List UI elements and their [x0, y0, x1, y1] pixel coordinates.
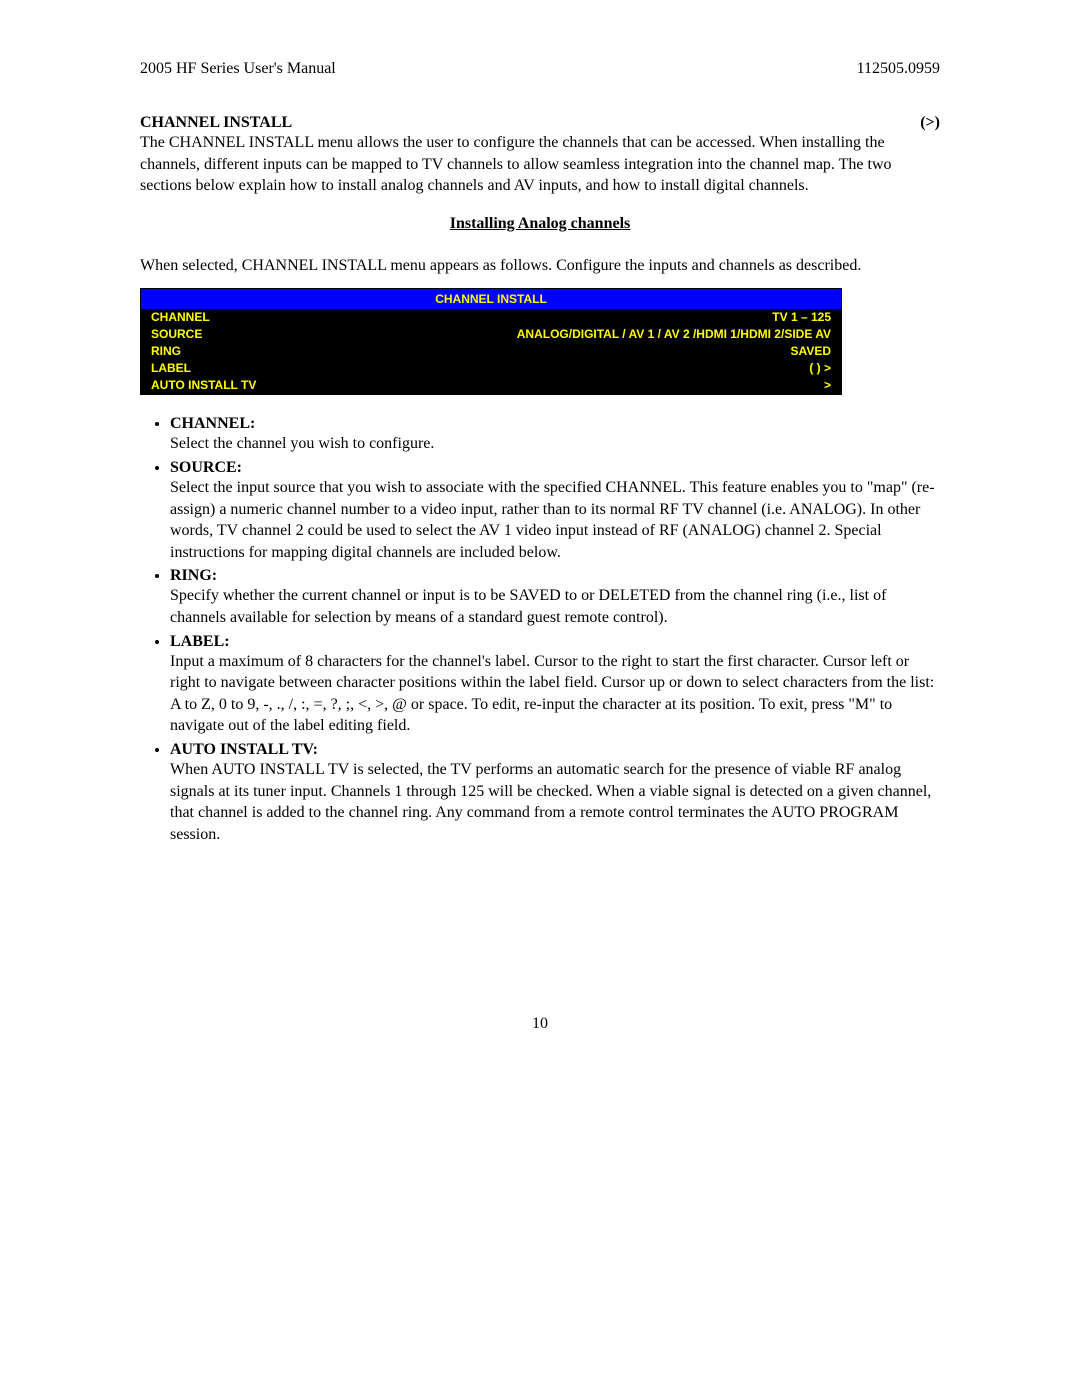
page-header: 2005 HF Series User's Manual 112505.0959 [140, 60, 940, 78]
menu-row-channel: CHANNEL TV 1 – 125 [141, 309, 841, 326]
menu-title: CHANNEL INSTALL [141, 289, 841, 309]
header-right: 112505.0959 [857, 60, 940, 78]
menu-value: TV 1 – 125 [772, 310, 831, 325]
page-number: 10 [140, 1015, 940, 1033]
definitions-list: CHANNEL: Select the channel you wish to … [170, 415, 940, 845]
term: SOURCE: [170, 459, 242, 476]
section-title-row: CHANNEL INSTALL (>) [140, 114, 940, 132]
term-body: When AUTO INSTALL TV is selected, the TV… [170, 759, 940, 845]
sub-heading: Installing Analog channels [140, 215, 940, 233]
header-left: 2005 HF Series User's Manual [140, 60, 336, 78]
channel-install-menu: CHANNEL INSTALL CHANNEL TV 1 – 125 SOURC… [140, 288, 842, 395]
menu-value: SAVED [791, 344, 831, 359]
menu-label: LABEL [151, 361, 191, 376]
menu-value: > [824, 378, 831, 393]
term: LABEL: [170, 633, 230, 650]
definition-auto-install: AUTO INSTALL TV: When AUTO INSTALL TV is… [170, 741, 940, 845]
sub-intro-paragraph: When selected, CHANNEL INSTALL menu appe… [140, 255, 940, 277]
section-marker: (>) [920, 114, 940, 132]
menu-value: ( ) > [809, 361, 831, 376]
term: CHANNEL: [170, 415, 255, 432]
menu-row-source: SOURCE ANALOG/DIGITAL / AV 1 / AV 2 /HDM… [141, 326, 841, 343]
menu-label: SOURCE [151, 327, 202, 342]
menu-value: ANALOG/DIGITAL / AV 1 / AV 2 /HDMI 1/HDM… [517, 327, 831, 342]
intro-paragraph: The CHANNEL INSTALL menu allows the user… [140, 132, 940, 197]
menu-label: CHANNEL [151, 310, 210, 325]
definition-label: LABEL: Input a maximum of 8 characters f… [170, 633, 940, 737]
menu-row-ring: RING SAVED [141, 343, 841, 360]
term-body: Input a maximum of 8 characters for the … [170, 651, 940, 737]
section-title: CHANNEL INSTALL [140, 114, 292, 132]
term: AUTO INSTALL TV: [170, 741, 318, 758]
menu-row-label: LABEL ( ) > [141, 360, 841, 377]
menu-row-auto-install: AUTO INSTALL TV > [141, 377, 841, 394]
menu-label: AUTO INSTALL TV [151, 378, 256, 393]
definition-source: SOURCE: Select the input source that you… [170, 459, 940, 563]
term: RING: [170, 567, 217, 584]
term-body: Specify whether the current channel or i… [170, 585, 940, 628]
definition-ring: RING: Specify whether the current channe… [170, 567, 940, 628]
term-body: Select the input source that you wish to… [170, 477, 940, 563]
term-body: Select the channel you wish to configure… [170, 433, 940, 455]
definition-channel: CHANNEL: Select the channel you wish to … [170, 415, 940, 455]
menu-label: RING [151, 344, 181, 359]
manual-page: 2005 HF Series User's Manual 112505.0959… [140, 0, 940, 1073]
